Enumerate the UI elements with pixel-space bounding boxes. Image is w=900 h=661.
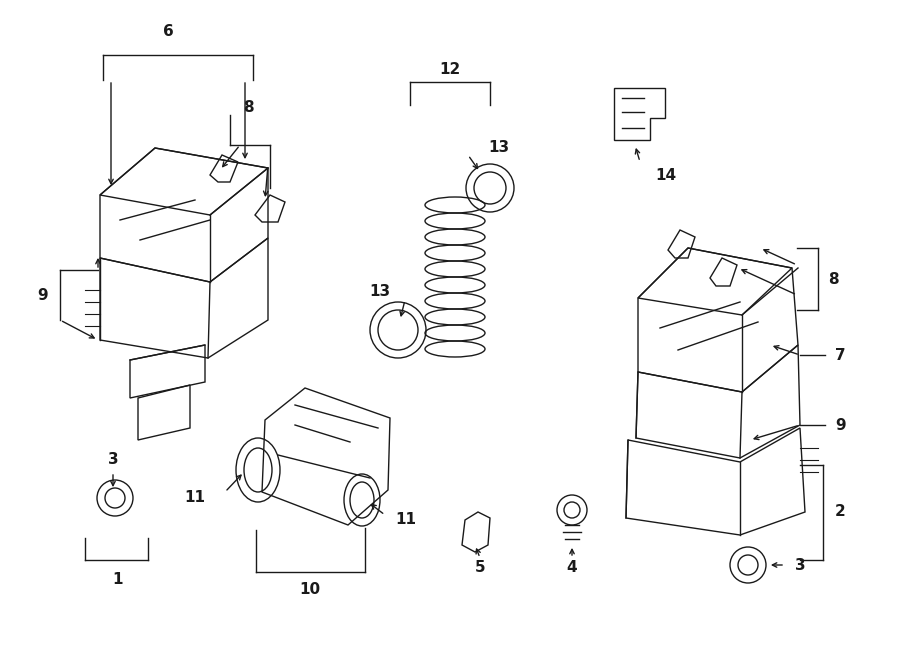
Text: 9: 9	[38, 288, 48, 303]
Text: 11: 11	[184, 490, 205, 506]
Text: 3: 3	[795, 557, 806, 572]
Text: 4: 4	[567, 561, 577, 576]
Text: 8: 8	[828, 272, 839, 288]
Text: 13: 13	[369, 284, 390, 299]
Text: 11: 11	[395, 512, 416, 527]
Text: 3: 3	[108, 453, 118, 467]
Text: 12: 12	[439, 63, 461, 77]
Text: 8: 8	[243, 100, 253, 116]
Text: 7: 7	[835, 348, 846, 362]
Text: 9: 9	[835, 418, 846, 432]
Text: 1: 1	[112, 572, 123, 588]
Text: 10: 10	[300, 582, 320, 598]
Text: 14: 14	[655, 167, 676, 182]
Text: 2: 2	[835, 504, 846, 520]
Text: 6: 6	[163, 24, 174, 40]
Text: 13: 13	[488, 141, 509, 155]
Text: 5: 5	[474, 561, 485, 576]
